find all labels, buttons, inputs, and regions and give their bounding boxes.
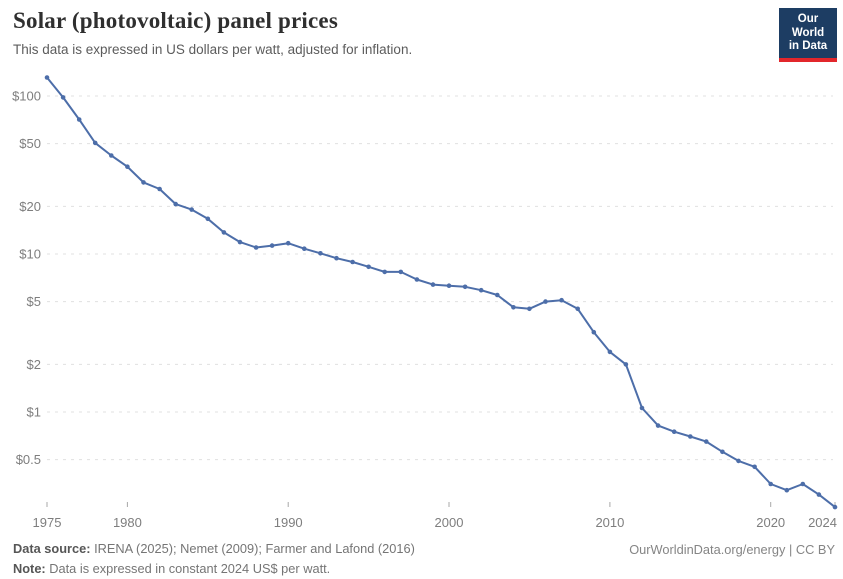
data-point[interactable] [430,282,436,287]
data-point[interactable] [832,504,838,510]
data-point[interactable] [414,277,420,282]
y-axis-tick-label: $1 [27,405,41,420]
owid-logo[interactable]: Our World in Data [779,8,837,62]
x-axis-tick-label: 2010 [595,515,624,530]
x-axis-tick-label: 2000 [435,515,464,530]
data-point[interactable] [720,449,725,455]
data-point[interactable] [478,287,484,293]
data-point[interactable] [76,117,82,122]
x-axis-tick-label: 1990 [274,515,303,530]
data-point[interactable] [527,306,532,312]
data-point[interactable] [253,245,259,250]
x-axis-tick-label: 2024 [808,515,837,530]
data-point[interactable] [60,95,66,100]
data-point[interactable] [366,264,371,270]
data-point[interactable] [816,492,822,497]
data-point[interactable] [623,362,629,367]
data-point[interactable] [768,481,773,487]
data-point[interactable] [125,164,130,169]
page-subtitle: This data is expressed in US dollars per… [13,42,413,57]
x-axis-tick-label: 1975 [33,515,62,530]
data-point[interactable] [591,329,597,335]
price-line[interactable] [46,76,836,509]
data-point[interactable] [398,269,404,275]
data-point[interactable] [575,306,580,312]
data-point[interactable] [543,299,548,304]
y-axis-tick-label: $2 [27,357,41,372]
y-axis-tick-label: $5 [27,294,41,309]
note-line: Note: Data is expressed in constant 2024… [13,559,415,579]
owid-logo-line2: in Data [788,40,828,52]
x-axis-tick-label: 2020 [756,515,785,530]
data-point[interactable] [269,243,275,248]
owid-logo-line1: Our World [791,13,825,39]
note-text: Data is expressed in constant 2024 US$ p… [49,561,331,576]
data-point[interactable] [44,75,50,80]
y-axis-tick-label: $100 [12,89,41,104]
data-point[interactable] [607,349,613,355]
data-point[interactable] [157,186,162,192]
data-point[interactable] [655,423,661,428]
y-axis-tick-label: $20 [19,199,41,214]
data-point[interactable] [189,207,194,212]
data-point[interactable] [784,487,790,493]
data-point[interactable] [495,292,500,298]
data-point[interactable] [446,283,452,289]
data-point[interactable] [752,464,757,470]
data-point[interactable] [285,240,291,246]
data-point[interactable] [221,230,227,235]
chart-header: Solar (photovoltaic) panel prices This d… [13,7,412,58]
data-point[interactable] [688,434,693,439]
y-axis-tick-label: $10 [19,247,41,262]
y-axis-tick-label: $50 [19,136,41,151]
data-point[interactable] [559,297,564,303]
data-point[interactable] [704,439,709,444]
data-point[interactable] [639,405,645,411]
data-point[interactable] [800,481,806,487]
owid-link[interactable]: OurWorldinData.org/energy | CC BY [629,542,835,557]
data-point[interactable] [92,140,98,146]
data-point[interactable] [302,246,307,251]
data-point[interactable] [173,201,178,207]
x-axis-tick-label: 1980 [113,515,142,530]
data-point[interactable] [334,255,339,261]
data-point[interactable] [382,269,388,275]
data-source-text: IRENA (2025); Nemet (2009); Farmer and L… [94,541,415,556]
note-label: Note: [13,561,46,576]
data-point[interactable] [318,251,323,256]
page-title: Solar (photovoltaic) panel prices [13,8,338,33]
data-point[interactable] [205,216,211,222]
y-axis-tick-label: $0.5 [16,452,41,467]
data-point[interactable] [511,305,516,310]
footer-left: Data source: IRENA (2025); Nemet (2009);… [13,539,415,579]
data-point[interactable] [736,458,741,464]
data-point[interactable] [141,180,146,185]
data-point[interactable] [109,153,114,158]
data-source-label: Data source: [13,541,91,556]
data-point[interactable] [462,284,468,290]
data-point[interactable] [237,239,243,245]
data-point[interactable] [350,259,355,265]
data-source-line: Data source: IRENA (2025); Nemet (2009);… [13,539,415,559]
data-point[interactable] [671,429,677,435]
